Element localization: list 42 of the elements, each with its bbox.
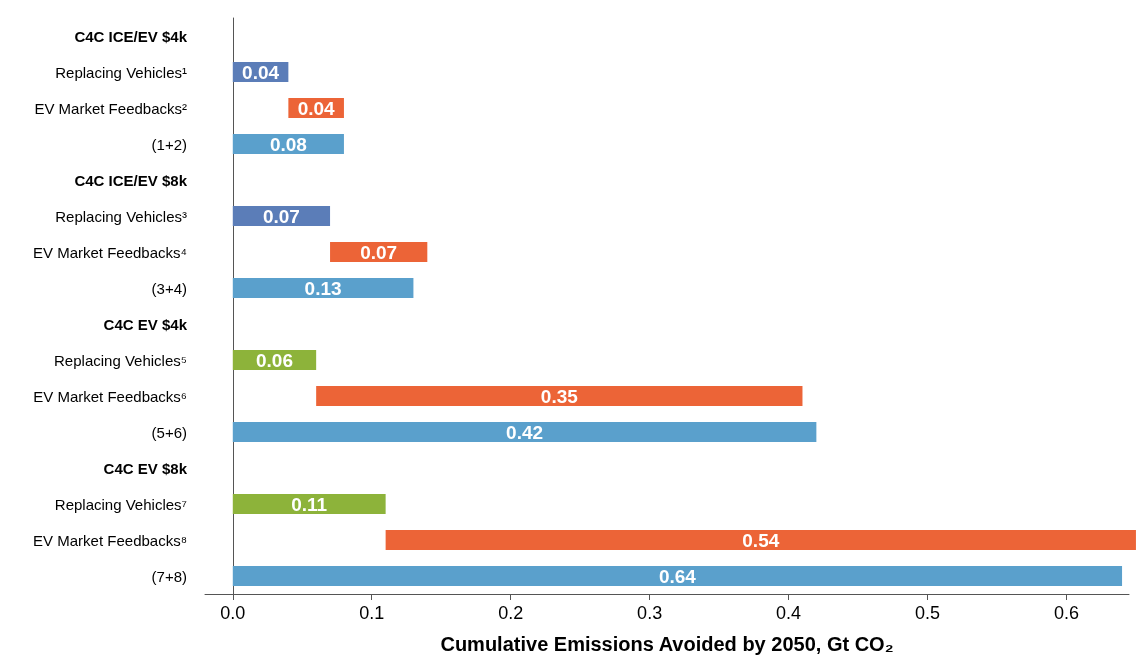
- y-tick-label: Replacing Vehicles⁷: [54, 495, 187, 513]
- data-label: 0.11: [291, 493, 328, 515]
- y-tick-label: C4C ICE/EV $4k: [74, 27, 188, 45]
- data-label: 0.42: [506, 421, 544, 443]
- y-tick-label: C4C EV $8k: [103, 459, 188, 477]
- y-tick-label: (5+6): [151, 423, 187, 441]
- x-tick-label: 0.3: [637, 603, 663, 623]
- data-label: 0.08: [269, 133, 307, 155]
- y-tick-label: EV Market Feedbacks⁶: [33, 387, 187, 405]
- y-tick-label: Replacing Vehicles³: [55, 207, 187, 225]
- data-label: 0.04: [242, 61, 280, 83]
- bar: [385, 530, 1136, 550]
- x-tick-label: 0.0: [220, 603, 246, 623]
- bar: [232, 494, 386, 514]
- data-label: 0.35: [540, 385, 579, 407]
- data-label: 0.06: [255, 349, 293, 371]
- y-tick-label: C4C EV $4k: [103, 315, 188, 333]
- data-label: 0.13: [304, 277, 342, 299]
- y-tick-label: EV Market Feedbacks⁸: [33, 531, 187, 549]
- x-tick-label: 0.2: [498, 603, 524, 623]
- data-label: 0.64: [658, 565, 697, 587]
- x-axis-title: Cumulative Emissions Avoided by 2050, Gt CO₂: [440, 633, 894, 655]
- bar: [232, 566, 1123, 586]
- data-label: 0.07: [262, 205, 300, 227]
- y-tick-label: (3+4): [151, 279, 187, 297]
- data-label: 0.04: [297, 97, 336, 119]
- y-tick-label: EV Market Feedbacks⁴: [32, 243, 187, 261]
- data-label: 0.54: [742, 529, 780, 551]
- x-tick-label: 0.6: [1053, 603, 1079, 623]
- bar: [316, 386, 803, 406]
- bar: [232, 422, 817, 442]
- y-tick-label: (7+8): [151, 567, 187, 585]
- y-tick-label: Replacing Vehicles⁵: [54, 351, 187, 369]
- y-tick-label: EV Market Feedbacks²: [34, 99, 187, 117]
- y-tick-label: C4C ICE/EV $8k: [74, 171, 188, 189]
- x-tick-label: 0.5: [915, 603, 941, 623]
- bar: [232, 278, 414, 298]
- y-tick-label: (1+2): [151, 135, 187, 153]
- x-tick-label: 0.4: [776, 603, 802, 623]
- data-label: 0.07: [360, 241, 398, 263]
- y-tick-label: Replacing Vehicles¹: [55, 63, 187, 81]
- x-tick-label: 0.1: [359, 603, 385, 623]
